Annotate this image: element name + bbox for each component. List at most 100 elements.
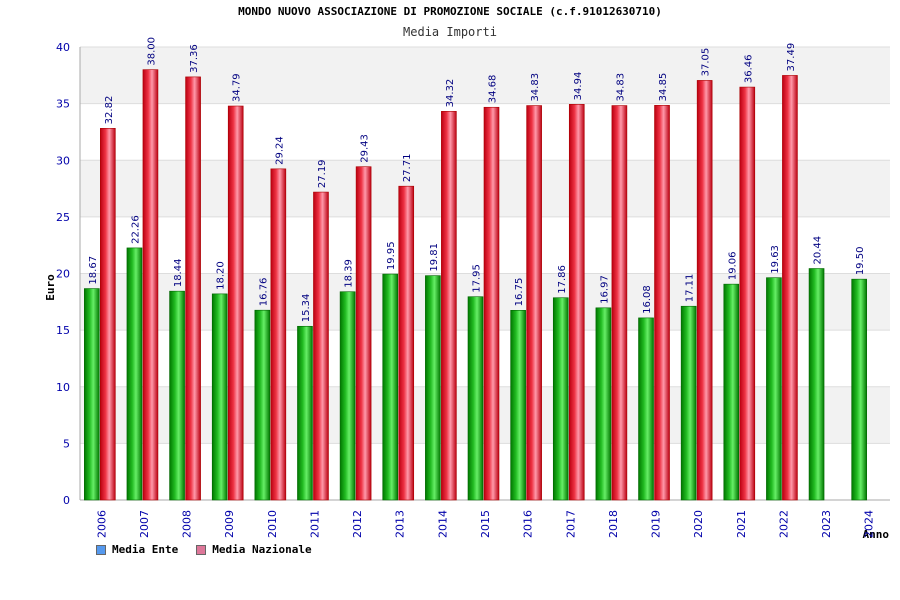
- bar-media-ente: [169, 290, 185, 501]
- x-tick-label: 2017: [564, 510, 577, 538]
- data-label: 36.46: [743, 54, 754, 83]
- data-label: 37.05: [701, 48, 712, 77]
- legend-label-media-nazionale: Media Nazionale: [212, 543, 312, 556]
- x-tick-label: 2012: [351, 510, 364, 538]
- x-tick-label: 2022: [777, 510, 790, 538]
- x-tick-label: 2024: [863, 510, 876, 538]
- x-tick-label: 2009: [223, 510, 236, 538]
- bar-media-nazionale: [313, 191, 329, 501]
- data-label: 16.76: [258, 278, 269, 307]
- y-tick-label: 30: [56, 154, 70, 167]
- data-label: 20.44: [813, 236, 824, 265]
- legend-label-media-ente: Media Ente: [112, 543, 179, 556]
- bar-media-ente: [552, 297, 569, 501]
- data-label: 15.34: [301, 294, 312, 323]
- bar-media-ente: [425, 275, 441, 501]
- y-tick-label: 20: [56, 268, 70, 281]
- data-label: 19.95: [386, 241, 397, 270]
- data-label: 37.49: [786, 43, 797, 72]
- x-tick-label: 2013: [394, 510, 407, 538]
- x-tick-label: 2019: [650, 510, 663, 538]
- y-tick-label: 40: [56, 41, 70, 54]
- data-label: 17.11: [685, 274, 696, 303]
- x-tick-label: 2018: [607, 510, 620, 538]
- y-tick-label: 15: [56, 324, 70, 337]
- bar-media-nazionale: [483, 106, 500, 501]
- data-label: 34.68: [488, 75, 499, 104]
- data-label: 29.24: [274, 136, 285, 165]
- x-tick-label: 2021: [735, 510, 748, 538]
- bar-media-nazionale: [654, 105, 670, 501]
- bar-media-nazionale: [739, 86, 756, 501]
- data-label: 19.63: [770, 245, 781, 274]
- bar-media-nazionale: [355, 166, 372, 501]
- data-label: 34.83: [530, 73, 541, 102]
- x-tick-label: 2023: [820, 510, 833, 538]
- bar-media-ente: [339, 291, 356, 501]
- legend-swatch-media-ente: [96, 544, 106, 555]
- data-label: 34.85: [658, 73, 669, 102]
- bar-media-nazionale: [441, 111, 457, 501]
- data-label: 34.94: [573, 72, 584, 101]
- bar-media-nazionale: [270, 168, 287, 501]
- bar-media-nazionale: [100, 128, 116, 501]
- data-label: 34.32: [445, 79, 456, 108]
- x-tick-label: 2008: [181, 510, 194, 538]
- data-label: 37.36: [189, 44, 200, 73]
- bar-media-nazionale: [142, 69, 159, 501]
- chart-subtitle: Media Importi: [403, 25, 497, 39]
- legend-swatch-media-nazionale: [196, 544, 207, 555]
- x-axis-label: Anno: [863, 528, 890, 541]
- bar-media-nazionale: [782, 75, 798, 501]
- data-label: 18.67: [88, 256, 99, 285]
- bar-media-ente: [382, 273, 399, 501]
- x-tick-label: 2010: [266, 510, 279, 538]
- y-tick-label: 0: [63, 494, 70, 507]
- data-label: 19.81: [429, 243, 440, 272]
- x-tick-label: 2006: [95, 510, 108, 538]
- legend-item-media-ente: Media Ente: [96, 543, 178, 556]
- grid-band: [80, 47, 890, 104]
- bar-media-ente: [766, 277, 782, 501]
- bar-media-ente: [808, 268, 825, 501]
- x-tick-label: 2016: [522, 510, 535, 538]
- bar-media-ente: [84, 288, 100, 501]
- bar-media-ente: [254, 309, 271, 501]
- chart-title: MONDO NUOVO ASSOCIAZIONE DI PROMOZIONE S…: [238, 5, 662, 18]
- legend: Media Ente Media Nazionale: [96, 543, 312, 556]
- bar-media-ente: [851, 278, 867, 501]
- bar-media-ente: [211, 293, 228, 501]
- data-label: 19.50: [855, 247, 866, 276]
- y-tick-label: 35: [56, 98, 70, 111]
- bar-media-nazionale: [227, 105, 244, 501]
- y-tick-label: 25: [56, 211, 70, 224]
- bar-media-ente: [595, 307, 612, 501]
- data-label: 27.19: [317, 159, 328, 188]
- data-label: 17.95: [472, 264, 483, 293]
- data-label: 16.75: [514, 278, 525, 307]
- data-label: 34.83: [615, 73, 626, 102]
- data-label: 29.43: [360, 134, 371, 163]
- bar-media-nazionale: [568, 104, 585, 501]
- data-label: 19.06: [727, 252, 738, 281]
- x-tick-label: 2007: [138, 510, 151, 538]
- data-label: 16.08: [642, 285, 653, 314]
- data-label: 18.39: [344, 259, 355, 288]
- y-tick-label: 10: [56, 381, 70, 394]
- bar-media-ente: [510, 310, 526, 501]
- data-label: 18.20: [216, 261, 227, 290]
- bar-media-nazionale: [611, 105, 628, 501]
- data-label: 17.86: [557, 265, 568, 294]
- data-label: 18.44: [173, 259, 184, 288]
- data-label: 38.00: [146, 37, 157, 66]
- bar-media-ente: [467, 296, 484, 501]
- x-tick-label: 2015: [479, 510, 492, 538]
- bar-media-ente: [680, 305, 697, 501]
- data-label: 32.82: [104, 96, 115, 125]
- legend-item-media-nazionale: Media Nazionale: [196, 543, 312, 556]
- bar-media-ente: [297, 325, 313, 501]
- x-tick-label: 2014: [436, 510, 449, 538]
- x-tick-label: 2020: [692, 510, 705, 538]
- bar-media-nazionale: [696, 80, 713, 501]
- bar-media-ente: [126, 247, 143, 501]
